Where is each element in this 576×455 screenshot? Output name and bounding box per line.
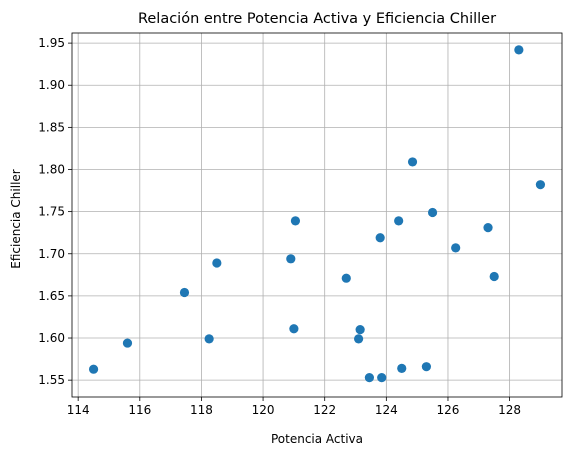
data-point [421, 362, 432, 372]
data-point [355, 324, 365, 335]
data-point [364, 373, 374, 383]
plot-area-frame [71, 32, 563, 398]
data-point [483, 223, 493, 233]
data-point [514, 45, 524, 55]
x-tick-label: 114 [67, 403, 90, 417]
x-tick-label: 128 [498, 403, 521, 417]
data-point [427, 207, 438, 218]
data-point [122, 338, 133, 348]
y-tick-label: 1.80 [38, 163, 65, 177]
y-axis-ticks: 1.55 1.60 1.65 1.70 1.75 1.80 1.85 1.90 1.95 [38, 36, 72, 387]
y-tick-label: 1.65 [38, 289, 65, 303]
y-axis-label: Eficiencia Chiller [9, 169, 23, 269]
data-point [179, 287, 190, 298]
y-tick-label: 1.70 [38, 247, 65, 261]
data-point [204, 334, 214, 344]
y-tick-label: 1.90 [38, 78, 65, 92]
data-point [377, 373, 387, 383]
y-tick-label: 1.85 [38, 120, 65, 134]
grid-lines [72, 33, 562, 397]
chart-title: Relación entre Potencia Activa y Eficien… [138, 11, 496, 27]
x-tick-label: 126 [437, 403, 460, 417]
y-tick-label: 1.55 [38, 373, 65, 387]
data-point [407, 157, 418, 167]
data-points [88, 45, 546, 383]
data-point [489, 271, 499, 282]
data-point [394, 216, 404, 226]
data-point [354, 334, 364, 344]
data-point [88, 364, 99, 374]
data-point [375, 233, 385, 243]
x-tick-label: 122 [313, 403, 336, 417]
x-axis-ticks: 114 116 118 120 122 124 126 128 [67, 397, 521, 417]
data-point [397, 363, 407, 373]
data-point [535, 180, 546, 190]
data-point [286, 254, 296, 264]
data-point [212, 258, 222, 268]
x-tick-label: 120 [252, 403, 275, 417]
x-tick-label: 118 [190, 403, 213, 417]
data-point [290, 216, 301, 226]
y-tick-label: 1.75 [38, 205, 65, 219]
x-tick-label: 124 [375, 403, 398, 417]
x-tick-label: 116 [128, 403, 151, 417]
data-point [451, 243, 461, 253]
data-point [289, 324, 299, 334]
y-tick-label: 1.60 [38, 331, 65, 345]
y-tick-label: 1.95 [38, 36, 65, 50]
data-point [341, 273, 351, 283]
x-axis-label: Potencia Activa [271, 432, 363, 446]
